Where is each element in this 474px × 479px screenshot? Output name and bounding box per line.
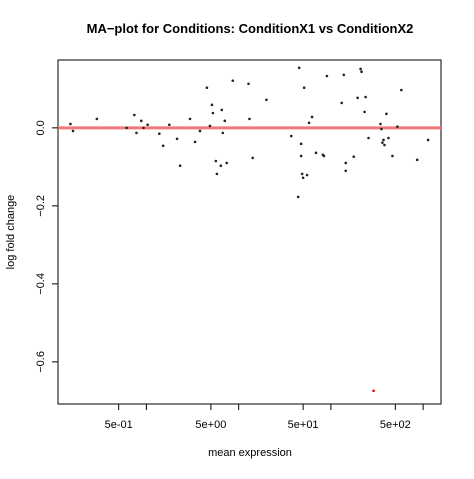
point <box>322 154 326 158</box>
point <box>161 144 165 148</box>
point <box>314 151 318 155</box>
point <box>381 141 384 144</box>
point <box>135 131 138 135</box>
x-tick-label: 5e+00 <box>195 419 226 431</box>
point <box>344 169 348 173</box>
chart-title: MA−plot for Conditions: ConditionX1 vs C… <box>87 21 414 36</box>
point <box>415 158 419 162</box>
point <box>385 112 388 116</box>
point <box>142 126 145 130</box>
point <box>146 123 149 127</box>
point <box>167 123 171 127</box>
point <box>248 117 251 121</box>
point <box>302 86 306 89</box>
point <box>71 129 75 133</box>
point <box>221 131 225 135</box>
point <box>297 66 301 70</box>
point <box>225 161 229 165</box>
y-tick-label: −0.2 <box>35 195 47 217</box>
point <box>178 164 182 167</box>
point <box>426 138 430 142</box>
point <box>247 82 250 86</box>
point <box>208 124 212 128</box>
point <box>363 110 366 114</box>
point <box>391 154 394 158</box>
point <box>214 159 218 163</box>
point <box>380 127 383 131</box>
point <box>325 74 329 78</box>
point <box>360 70 363 74</box>
point <box>342 73 346 77</box>
point <box>299 142 303 146</box>
point <box>372 389 375 393</box>
point <box>299 154 303 158</box>
point <box>359 67 362 71</box>
x-tick-label: 5e-01 <box>105 419 133 431</box>
point <box>383 143 386 147</box>
point <box>344 161 348 165</box>
point <box>193 140 197 144</box>
point <box>223 119 227 123</box>
point <box>95 117 99 121</box>
point <box>387 136 390 140</box>
x-axis-label: mean expression <box>208 447 292 459</box>
point <box>139 119 143 123</box>
point <box>219 164 223 167</box>
y-axis-label: log fold change <box>5 195 17 270</box>
point <box>231 79 235 82</box>
point <box>289 134 293 138</box>
point <box>158 132 161 136</box>
point <box>210 103 214 107</box>
point <box>265 98 268 102</box>
point <box>382 138 385 142</box>
x-tick-label: 5e+02 <box>380 419 411 431</box>
point <box>215 172 219 176</box>
point <box>305 173 309 177</box>
point <box>400 88 403 92</box>
point <box>300 172 304 176</box>
point <box>125 126 128 130</box>
point <box>307 121 311 125</box>
y-tick-label: 0.0 <box>35 120 47 135</box>
point <box>133 113 136 117</box>
point <box>310 115 314 119</box>
point <box>364 95 367 99</box>
point <box>220 108 224 112</box>
plot-frame <box>57 59 442 405</box>
point <box>69 122 72 126</box>
point <box>301 176 305 180</box>
y-tick-label: −0.6 <box>35 351 47 373</box>
x-tick-label: 5e+01 <box>288 419 319 431</box>
point <box>188 117 192 121</box>
point <box>396 125 399 128</box>
point <box>211 111 215 115</box>
point <box>251 156 254 160</box>
point <box>356 96 359 100</box>
point <box>205 86 209 89</box>
point <box>175 137 179 141</box>
y-tick-label: −0.4 <box>35 273 47 295</box>
point <box>340 101 343 105</box>
point <box>296 195 300 199</box>
point <box>367 136 370 140</box>
point <box>198 129 202 133</box>
point <box>379 122 382 126</box>
point <box>352 155 356 159</box>
